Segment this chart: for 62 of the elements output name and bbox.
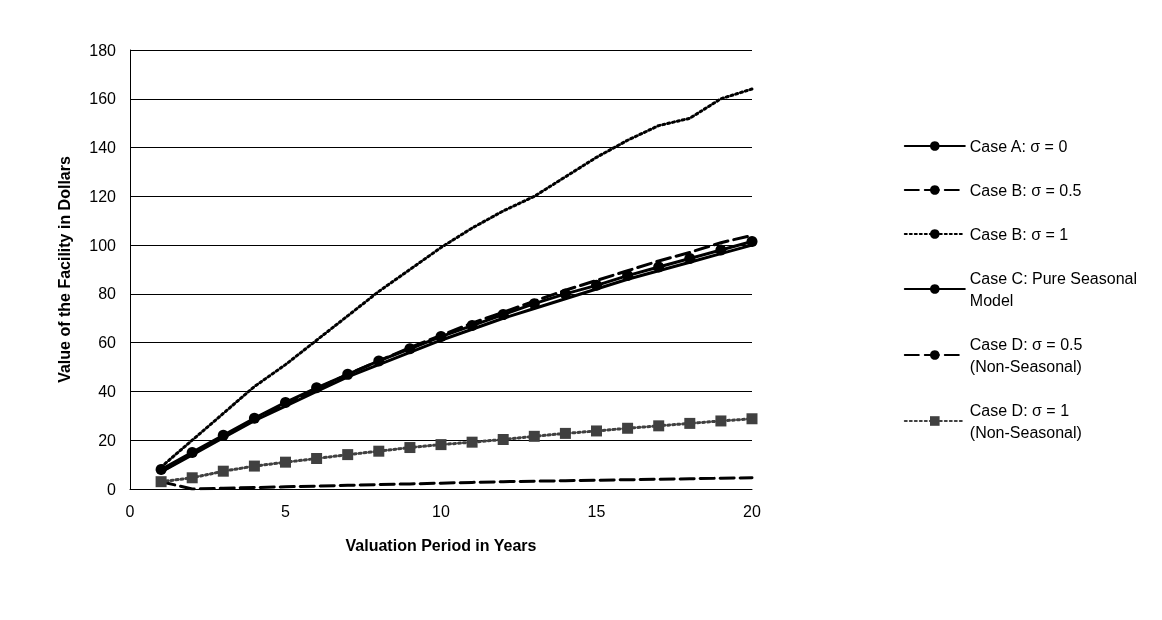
legend-label: Case D: σ = 0.5 (Non-Seasonal) [969, 335, 1083, 375]
point [684, 253, 696, 265]
y-tick-label: 20 [98, 431, 117, 449]
x-tick-label: 0 [125, 502, 135, 520]
point [684, 417, 696, 429]
point [559, 427, 571, 439]
point [155, 463, 167, 475]
y-tick-label: 60 [98, 334, 117, 352]
y-tick-label: 0 [107, 480, 117, 498]
point [559, 288, 571, 300]
point [311, 382, 323, 394]
y-tick-label: 180 [89, 41, 117, 59]
legend-label: Case B: σ = 0.5 [969, 181, 1082, 199]
y-axis-title: Value of the Facility in Dollars [55, 156, 73, 383]
point [373, 355, 385, 367]
point [217, 465, 229, 477]
point [746, 413, 758, 425]
point [248, 412, 260, 424]
point [248, 460, 260, 472]
legend-label: Case B: σ = 1 [969, 225, 1069, 243]
point [342, 368, 354, 380]
point [435, 331, 447, 343]
y-tick-label: 120 [89, 187, 117, 205]
point [311, 453, 323, 465]
point [653, 261, 665, 273]
point [404, 343, 416, 355]
point [622, 422, 634, 434]
y-tick-label: 100 [89, 236, 117, 254]
point [280, 456, 291, 468]
legend-label: Case D: σ = 1 (Non-Seasonal) [969, 401, 1082, 441]
x-tick-label: 20 [743, 502, 761, 520]
legend-label: Case A: σ = 0 [969, 137, 1068, 155]
point [528, 430, 540, 442]
y-tick-label: 80 [98, 285, 117, 303]
point [186, 446, 198, 458]
point [342, 449, 354, 461]
point [591, 425, 602, 437]
point [622, 270, 634, 282]
point [497, 309, 509, 321]
y-tick-label: 160 [89, 90, 117, 108]
point [155, 476, 167, 488]
x-tick-label: 10 [432, 502, 450, 520]
point [466, 436, 478, 448]
x-axis-title: Valuation Period in Years [345, 536, 537, 554]
y-tick-label: 140 [89, 139, 117, 157]
y-tick-label: 40 [98, 382, 117, 400]
point [715, 244, 727, 256]
point [217, 429, 229, 441]
point [746, 235, 758, 247]
point [404, 442, 416, 454]
legend-label: Case C: Pure Seasonal Model [969, 269, 1137, 309]
point [715, 415, 727, 427]
point [466, 320, 478, 332]
point [435, 439, 447, 451]
point [497, 433, 509, 445]
point [373, 445, 385, 457]
point [186, 472, 198, 484]
x-tick-label: 15 [587, 502, 606, 520]
point [591, 279, 602, 291]
point [280, 396, 291, 408]
x-tick-label: 5 [281, 502, 291, 520]
point [653, 420, 665, 432]
